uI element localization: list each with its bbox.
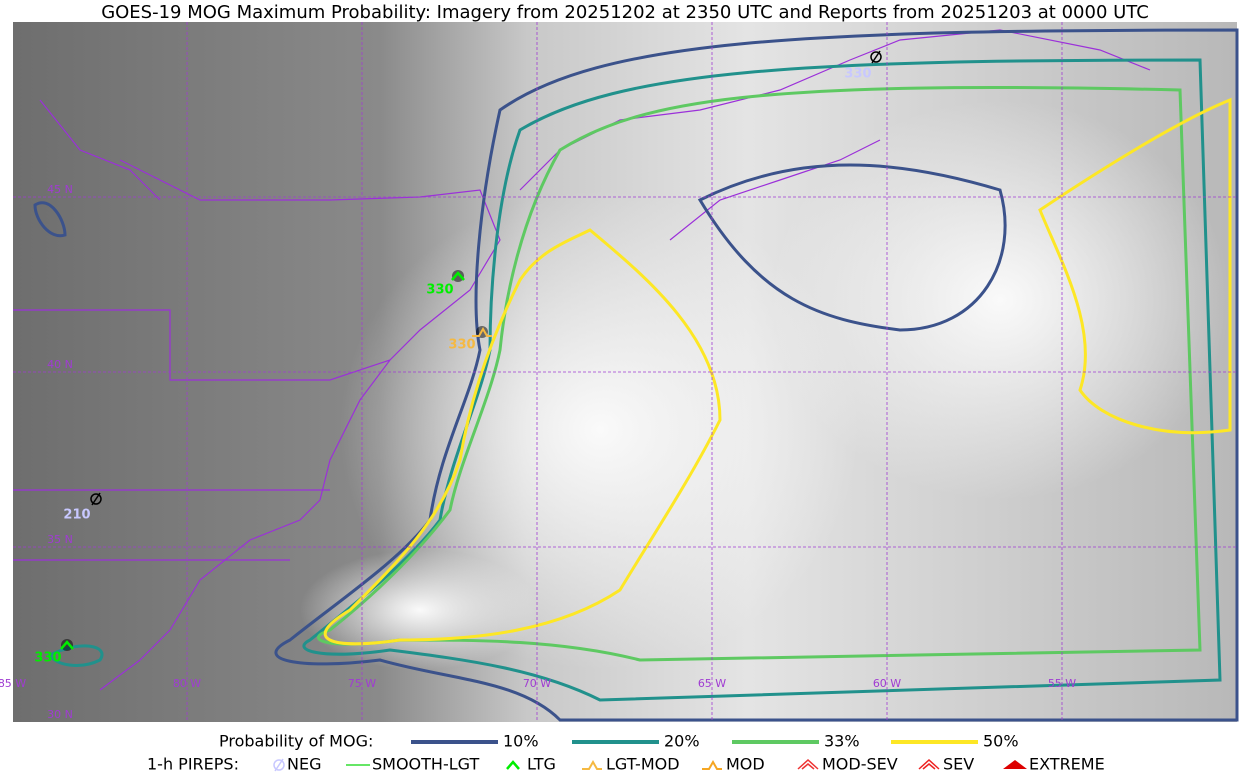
pirep-report: 330 (34, 639, 74, 666)
pirep-altitude: 330 (448, 338, 475, 353)
pirep-halo (452, 270, 464, 282)
map-title: GOES-19 MOG Maximum Probability: Imagery… (101, 2, 1149, 23)
pirep-legend: NEG SMOOTH-LGT LTG LGT-MOD MOD MOD-SEV SEV EXTR… (273, 755, 1105, 774)
longitude-label: 55 W (1048, 677, 1076, 690)
graticule-labels: 85 W 80 W 75 W 70 W 65 W 60 W 55 W 45 N 40 N 35 N… (0, 183, 1076, 721)
pirep-altitude: 210 (63, 508, 90, 523)
legend-label: SEV (943, 755, 974, 774)
longitude-label: 65 W (698, 677, 726, 690)
pirep-report: 330 (426, 270, 465, 298)
legend-swatch (506, 760, 520, 770)
legend-label: LTG (527, 755, 556, 774)
pirep-altitude: 330 (844, 67, 871, 82)
pirep-symbol (472, 326, 492, 337)
pirep-altitude: 330 (34, 651, 61, 666)
map-area: 85 W 80 W 75 W 70 W 65 W 60 W 55 W 45 N 40 N 35 N… (0, 22, 1239, 722)
pirep-halo (61, 639, 73, 651)
legend-label: EXTREME (1029, 755, 1105, 774)
legend-swatch (273, 759, 285, 771)
probability-legend: 10% 20% 33% 50% (411, 732, 1019, 751)
legend-swatch (797, 758, 819, 770)
coastlines (13, 29, 1151, 691)
latitude-label: 35 N (47, 533, 73, 546)
pirep-symbol (451, 271, 465, 281)
legend-label: MOD (726, 755, 765, 774)
latitude-label: 30 N (47, 708, 73, 721)
legend-swatch (582, 759, 602, 770)
cloud-mass (340, 190, 860, 670)
cloud-mass (770, 100, 1230, 500)
pirep-report: 210 (63, 492, 102, 523)
pirep-reports: 330 330 330 210 330 (34, 50, 882, 666)
legend-label: MOD-SEV (822, 755, 898, 774)
pirep-report: 330 (448, 326, 492, 353)
legend-label: NEG (287, 755, 321, 774)
legend-label: SMOOTH-LGT (372, 755, 479, 774)
cloud-mass (300, 550, 540, 670)
legend-label: 33% (824, 732, 860, 751)
pirep-symbol (871, 50, 881, 64)
pirep-altitude: 330 (426, 283, 453, 298)
legend: Probability of MOG: 10% 20% 33% 50% 1-h PIR… (147, 732, 1105, 774)
contours (33, 28, 1239, 722)
pirep-symbol (91, 492, 101, 506)
legend-title: Probability of MOG: (219, 732, 373, 751)
legend-swatch (274, 758, 284, 772)
longitude-label: 70 W (523, 677, 551, 690)
longitude-label: 80 W (173, 677, 201, 690)
latitude-label: 40 N (47, 358, 73, 371)
legend-swatch (918, 758, 940, 770)
legend-swatch (1003, 760, 1027, 769)
legend-label: 20% (664, 732, 700, 751)
pirep-symbol (60, 640, 74, 650)
pirep-symbol (870, 51, 882, 63)
pirep-report: 330 (844, 50, 882, 82)
longitude-label: 75 W (348, 677, 376, 690)
legend-label: LGT-MOD (606, 755, 680, 774)
legend-swatch (702, 759, 722, 770)
legend-title: 1-h PIREPS: (147, 755, 239, 774)
pirep-symbol (90, 493, 102, 505)
longitude-label: 60 W (873, 677, 901, 690)
graticule (13, 22, 1237, 722)
longitude-label: 85 W (0, 677, 26, 690)
legend-label: 50% (983, 732, 1019, 751)
latitude-label: 45 N (47, 183, 73, 196)
legend-label: 10% (503, 732, 539, 751)
